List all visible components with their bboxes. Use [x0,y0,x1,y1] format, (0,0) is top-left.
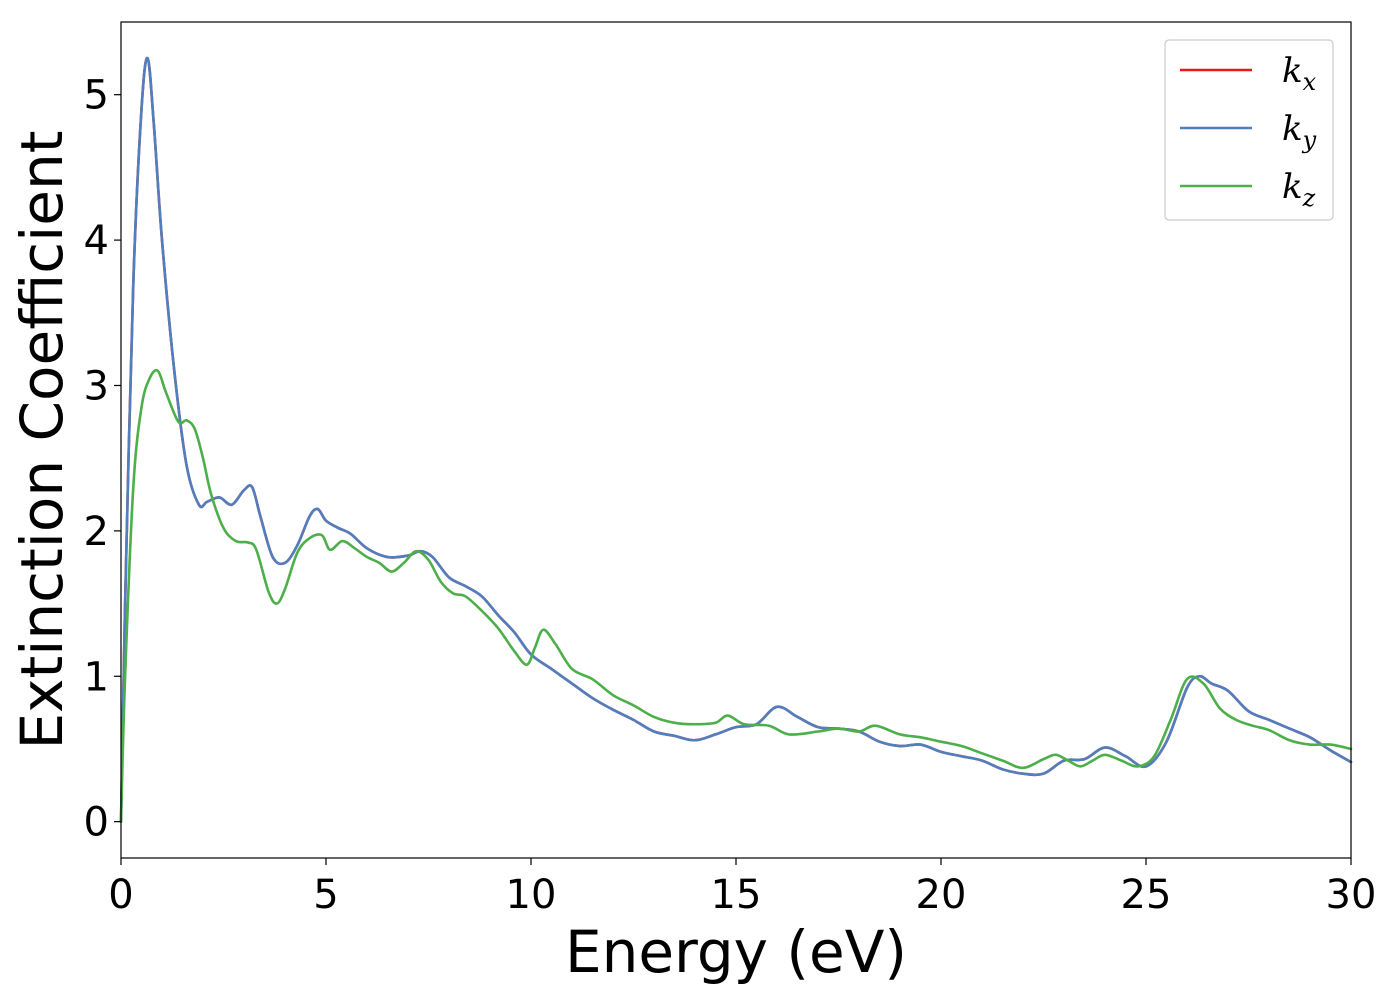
x-tick-label: 0 [108,872,133,918]
tick-layer: 0 5 10 15 20 25 30 0 1 2 3 4 5 [84,73,1377,918]
y-tick-label: 5 [84,73,109,119]
y-tick-label: 4 [84,218,109,264]
legend-label-y: ky [1282,109,1317,154]
x-tick-label: 15 [711,872,762,918]
legend-entries: kx ky kz [1180,51,1317,212]
plot-frame [120,21,1352,859]
legend-label-x: kx [1282,51,1317,96]
x-tick-label: 30 [1326,872,1377,918]
y-tick-label: 1 [84,654,109,700]
y-axis-title: Extinction Coefficient [8,131,76,750]
x-tick-label: 25 [1121,872,1172,918]
legend-box [1164,39,1334,221]
y-tick-label: 0 [84,800,109,846]
y-tick-label: 3 [84,363,109,409]
series-line-z [119,368,1353,823]
legend: kx ky kz [1164,39,1334,221]
x-axis-title: Energy (eV) [565,918,907,986]
x-tick-label: 5 [313,872,338,918]
series-line-y [119,56,1353,823]
y-tick-label: 2 [84,509,109,555]
series-layer [119,56,1353,823]
x-tick-label: 10 [506,872,557,918]
legend-label-z: kz [1282,167,1316,212]
x-tick-label: 20 [916,872,967,918]
